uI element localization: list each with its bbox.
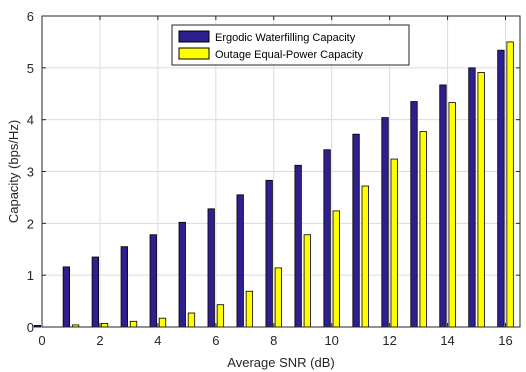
x-tick-label: 8 (270, 333, 277, 348)
bar-outage (216, 304, 225, 328)
legend-box (171, 24, 410, 66)
bar-ergodic (294, 164, 302, 328)
bar-outage (390, 158, 398, 328)
x-tick-label: 0 (38, 333, 45, 348)
bar-ergodic (178, 221, 186, 328)
x-tick-label: 10 (324, 333, 338, 348)
y-tick-label: 1 (27, 268, 34, 283)
bar-outage (419, 131, 427, 328)
bar-ergodic (120, 246, 128, 328)
bar-ergodic (410, 101, 418, 328)
legend-label-ergodic: Ergodic Waterfilling Capacity (215, 32, 356, 44)
x-axis-label: Average SNR (dB) (227, 355, 334, 370)
y-tick-label: 3 (27, 165, 34, 180)
bar-ergodic (381, 117, 389, 328)
bar-ergodic (265, 179, 273, 328)
bar-outage (477, 72, 485, 328)
y-tick-label: 2 (27, 216, 34, 231)
x-tick-label: 6 (212, 333, 219, 348)
bar-outage (361, 185, 369, 328)
bar-outage (245, 290, 254, 328)
y-tick-label: 5 (27, 61, 34, 76)
bar-outage (506, 41, 514, 328)
bar-outage (129, 320, 138, 328)
legend-swatch-outage (178, 47, 210, 60)
y-tick-label: 0 (27, 320, 34, 335)
bar-ergodic (236, 194, 244, 328)
legend-label-outage: Outage Equal-Power Capacity (215, 49, 363, 61)
x-tick-label: 12 (382, 333, 396, 348)
legend: Ergodic Waterfilling Capacity Outage Equ… (171, 24, 410, 66)
bar-outage (303, 234, 311, 328)
x-tick-label: 16 (498, 333, 512, 348)
x-tick-label: 2 (96, 333, 103, 348)
bar-ergodic (207, 208, 215, 328)
y-tick-label: 4 (27, 113, 34, 128)
bar-ergodic (62, 266, 71, 328)
legend-swatch-ergodic (178, 30, 210, 43)
bar-ergodic (497, 49, 505, 328)
bar-outage (187, 312, 196, 328)
y-axis-label: Capacity (bps/Hz) (6, 120, 21, 223)
bar-ergodic (91, 256, 99, 328)
bar-outage (332, 210, 340, 328)
x-tick-label: 4 (154, 333, 161, 348)
bar-outage (448, 102, 456, 328)
y-tick-label: 6 (27, 9, 34, 24)
bar-ergodic (352, 133, 360, 328)
bar-ergodic (323, 149, 331, 328)
x-tick-label: 14 (440, 333, 454, 348)
bar-ergodic (33, 325, 42, 328)
bar-ergodic (439, 84, 447, 328)
bar-outage (100, 322, 109, 328)
bar-ergodic (468, 67, 476, 328)
bar-outage (158, 317, 167, 328)
bar-outage (274, 267, 283, 328)
bar-ergodic (149, 234, 157, 328)
